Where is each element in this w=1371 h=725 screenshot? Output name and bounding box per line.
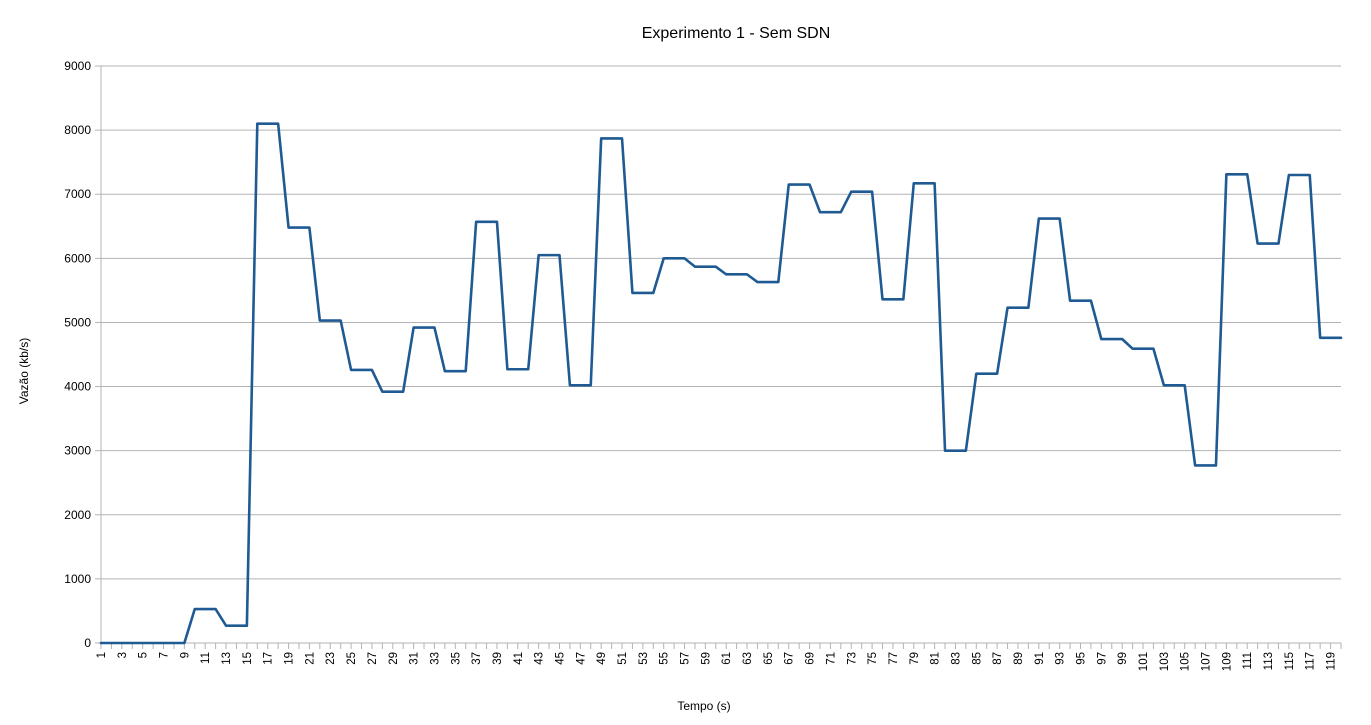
- x-tick-label: 113: [1263, 652, 1275, 670]
- x-tick-label: 15: [242, 652, 254, 665]
- x-tick-label: 11: [200, 652, 212, 664]
- x-tick-label: 23: [325, 652, 337, 665]
- x-tick-label: 49: [596, 652, 608, 665]
- x-tick-label: 31: [409, 652, 421, 665]
- x-tick-label: 13: [221, 652, 233, 665]
- x-tick-label: 51: [617, 652, 629, 665]
- x-tick-label: 63: [742, 652, 754, 665]
- x-tick-label: 93: [1055, 652, 1067, 665]
- x-tick-label: 97: [1096, 652, 1108, 665]
- y-tick-label: 9000: [64, 59, 91, 73]
- x-tick-label: 57: [680, 652, 692, 665]
- x-tick-label: 1: [96, 652, 108, 658]
- x-tick-label: 83: [950, 652, 962, 665]
- x-tick-label: 39: [492, 652, 504, 665]
- x-tick-label: 71: [825, 652, 837, 665]
- x-tick-label: 55: [659, 652, 671, 665]
- y-axis-title: Vazão (kb/s): [17, 338, 31, 404]
- x-tick-label: 29: [388, 652, 400, 665]
- x-tick-label: 89: [1013, 652, 1025, 665]
- x-tick-label: 85: [971, 652, 983, 665]
- x-tick-label: 105: [1180, 652, 1192, 671]
- y-tick-label: 3000: [64, 444, 91, 458]
- x-tick-label: 19: [284, 652, 296, 665]
- x-tick-label: 111: [1242, 652, 1254, 669]
- x-tick-label: 109: [1221, 652, 1233, 671]
- x-tick-label: 5: [138, 652, 150, 658]
- x-tick-label: 107: [1201, 652, 1213, 671]
- y-tick-label: 8000: [64, 123, 91, 137]
- x-tick-label: 73: [846, 652, 858, 665]
- x-tick-label: 101: [1138, 652, 1150, 671]
- x-tick-label: 17: [263, 652, 275, 665]
- x-tick-label: 95: [1075, 652, 1087, 665]
- x-tick-label: 99: [1117, 652, 1129, 665]
- x-tick-label: 41: [513, 652, 525, 665]
- x-tick-label: 79: [909, 652, 921, 665]
- x-tick-label: 65: [763, 652, 775, 665]
- y-tick-label: 4000: [64, 380, 91, 394]
- x-tick-label: 103: [1159, 652, 1171, 671]
- y-tick-label: 0: [84, 636, 91, 650]
- x-tick-label: 69: [805, 652, 817, 665]
- x-tick-label: 7: [159, 652, 171, 658]
- chart-title: Experimento 1 - Sem SDN: [642, 25, 831, 42]
- x-tick-label: 61: [721, 652, 733, 665]
- x-tick-label: 27: [367, 652, 379, 665]
- x-tick-label: 81: [930, 652, 942, 665]
- x-tick-label: 3: [117, 652, 129, 658]
- y-tick-label: 7000: [64, 187, 91, 201]
- x-tick-label: 53: [638, 652, 650, 665]
- y-tick-label: 6000: [64, 251, 91, 265]
- x-tick-labels: 1 3 5 7 9 11 13 15 17 19 21 23 25 27 29 31 33 35 37 39 41 43 4…: [96, 652, 1338, 671]
- x-tick-label: 119: [1326, 652, 1338, 670]
- x-tick-label: 37: [471, 652, 483, 665]
- x-tick-label: 67: [784, 652, 796, 665]
- series-line-vazao: [99, 122, 1343, 645]
- x-tick-label: 21: [304, 652, 316, 665]
- x-tick-label: 43: [534, 652, 546, 665]
- x-axis-title: Tempo (s): [677, 699, 730, 713]
- x-tick-label: 75: [867, 652, 879, 665]
- grid-lines: [101, 65, 1341, 644]
- y-tick-labels: 0 1000 2000 3000 4000 5000 6000 7000 8000 9000: [64, 59, 91, 650]
- y-tick-label: 5000: [64, 315, 91, 329]
- x-tick-label: 25: [346, 652, 358, 665]
- series-layer: [99, 122, 1343, 645]
- x-tick-label: 115: [1284, 652, 1296, 670]
- y-tick-label: 2000: [64, 508, 91, 522]
- x-tick-label: 117: [1305, 652, 1317, 670]
- x-tick-label: 47: [575, 652, 587, 665]
- x-tick-label: 91: [1034, 652, 1046, 665]
- y-tick-label: 1000: [64, 572, 91, 586]
- axes: [95, 65, 1342, 649]
- x-tick-label: 9: [179, 652, 191, 658]
- x-tick-label: 77: [888, 652, 900, 665]
- x-tick-label: 45: [554, 652, 566, 665]
- x-tick-label: 35: [450, 652, 462, 665]
- x-tick-label: 33: [429, 652, 441, 665]
- x-tick-label: 87: [992, 652, 1004, 665]
- x-tick-label: 59: [700, 652, 712, 665]
